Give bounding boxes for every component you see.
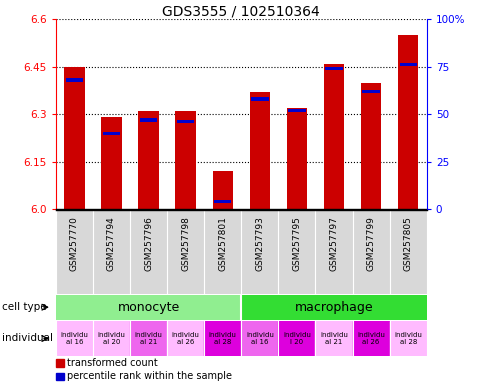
Bar bbox=[389, 321, 426, 356]
Bar bbox=[138, 111, 158, 209]
Text: GSM257799: GSM257799 bbox=[366, 216, 375, 271]
Text: individu
al 26: individu al 26 bbox=[357, 332, 384, 345]
Bar bbox=[352, 321, 389, 356]
Bar bbox=[251, 98, 268, 101]
Text: GSM257801: GSM257801 bbox=[218, 216, 227, 271]
Bar bbox=[241, 321, 278, 356]
Text: GSM257796: GSM257796 bbox=[144, 216, 153, 271]
Bar bbox=[212, 171, 232, 209]
Bar bbox=[177, 120, 194, 123]
Bar bbox=[65, 78, 83, 82]
Text: individu
al 21: individu al 21 bbox=[135, 332, 162, 345]
Bar bbox=[360, 83, 380, 209]
Text: GSM257797: GSM257797 bbox=[329, 216, 338, 271]
Bar bbox=[287, 109, 305, 112]
Text: individu
al 21: individu al 21 bbox=[319, 332, 347, 345]
Bar bbox=[325, 67, 342, 70]
Bar bbox=[249, 92, 270, 209]
Bar bbox=[101, 118, 121, 209]
Title: GDS3555 / 102510364: GDS3555 / 102510364 bbox=[162, 4, 319, 18]
Text: individu
al 26: individu al 26 bbox=[171, 332, 199, 345]
Bar bbox=[56, 295, 241, 320]
Bar bbox=[399, 63, 416, 66]
Text: individu
al 28: individu al 28 bbox=[393, 332, 421, 345]
Bar bbox=[103, 132, 120, 135]
Text: GSM257793: GSM257793 bbox=[255, 216, 264, 271]
Bar bbox=[56, 359, 63, 367]
Bar bbox=[64, 67, 84, 209]
Bar bbox=[56, 372, 63, 380]
Bar bbox=[204, 321, 241, 356]
Text: GSM257805: GSM257805 bbox=[403, 216, 412, 271]
Bar bbox=[130, 321, 166, 356]
Bar bbox=[286, 108, 306, 209]
Text: monocyte: monocyte bbox=[117, 301, 179, 314]
Text: transformed count: transformed count bbox=[67, 358, 157, 368]
Text: cell type: cell type bbox=[2, 302, 47, 312]
Text: individu
al 28: individu al 28 bbox=[209, 332, 236, 345]
Bar bbox=[362, 90, 379, 93]
Text: macrophage: macrophage bbox=[294, 301, 373, 314]
Bar bbox=[93, 321, 130, 356]
Text: individu
al 16: individu al 16 bbox=[60, 332, 88, 345]
Text: individu
al 20: individu al 20 bbox=[97, 332, 125, 345]
Text: GSM257770: GSM257770 bbox=[70, 216, 79, 271]
Text: individu
al 16: individu al 16 bbox=[245, 332, 273, 345]
Bar bbox=[56, 321, 93, 356]
Bar bbox=[315, 321, 352, 356]
Bar bbox=[213, 200, 231, 203]
Bar bbox=[175, 111, 196, 209]
Bar bbox=[241, 295, 426, 320]
Text: GSM257798: GSM257798 bbox=[181, 216, 190, 271]
Text: GSM257794: GSM257794 bbox=[106, 216, 116, 271]
Bar bbox=[166, 321, 204, 356]
Bar bbox=[278, 321, 315, 356]
Bar bbox=[139, 118, 157, 121]
Text: GSM257795: GSM257795 bbox=[292, 216, 301, 271]
Bar bbox=[397, 35, 418, 209]
Bar bbox=[323, 63, 344, 209]
Text: percentile rank within the sample: percentile rank within the sample bbox=[67, 371, 231, 381]
Text: individual: individual bbox=[2, 333, 53, 344]
Text: individu
l 20: individu l 20 bbox=[283, 332, 310, 345]
